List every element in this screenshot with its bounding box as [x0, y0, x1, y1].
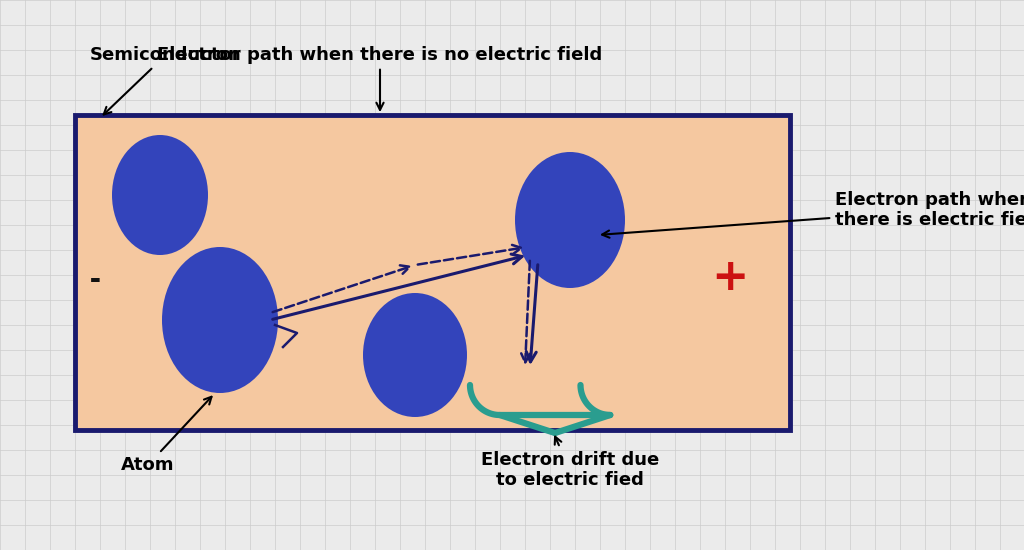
Text: Electron path when
there is electric field: Electron path when there is electric fie…	[602, 191, 1024, 238]
Text: Electron path when there is no electric field: Electron path when there is no electric …	[158, 46, 603, 110]
Ellipse shape	[362, 293, 467, 417]
Ellipse shape	[515, 152, 625, 288]
Text: Atom: Atom	[121, 397, 212, 474]
Text: Electron drift due
to electric fied: Electron drift due to electric fied	[481, 437, 659, 490]
Bar	[75, 115, 790, 430]
Text: -: -	[87, 266, 103, 294]
Text: +: +	[712, 256, 749, 300]
Text: Semiconductor: Semiconductor	[90, 46, 242, 114]
Ellipse shape	[112, 135, 208, 255]
Ellipse shape	[162, 247, 278, 393]
